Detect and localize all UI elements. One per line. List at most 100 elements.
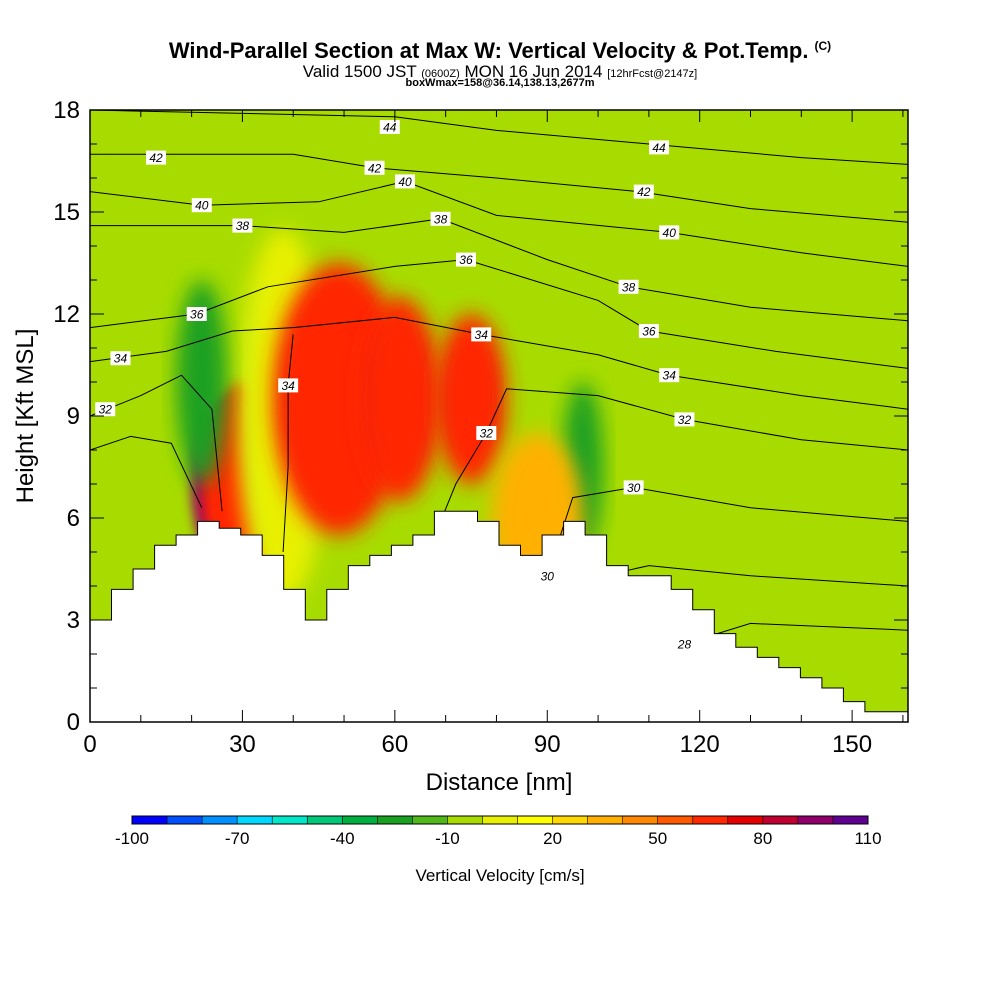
contour-label: 28 bbox=[674, 636, 695, 651]
contour-label-box bbox=[638, 324, 659, 338]
contour-label: 34 bbox=[659, 368, 680, 383]
contour-label-box bbox=[232, 218, 253, 233]
contour-label-text: 30 bbox=[541, 569, 555, 583]
contour-label-text: 34 bbox=[663, 369, 677, 383]
colorbar-swatch bbox=[342, 816, 378, 824]
contour-label-text: 42 bbox=[368, 161, 382, 175]
contour-label-text: 40 bbox=[663, 226, 677, 240]
contour-label: 34 bbox=[110, 351, 131, 366]
colorbar-swatch bbox=[587, 816, 624, 824]
y-tick-label: 9 bbox=[67, 403, 80, 430]
colorbar-tick-label: 50 bbox=[648, 829, 667, 848]
contour-label: 30 bbox=[537, 568, 558, 583]
theta-contour bbox=[90, 218, 908, 322]
colorbar-swatch bbox=[657, 816, 694, 824]
contour-label-box bbox=[633, 184, 654, 199]
colorbar-swatch bbox=[447, 816, 483, 824]
contour-label-box bbox=[455, 252, 476, 267]
x-tick-label: 120 bbox=[680, 731, 720, 758]
contour-label: 32 bbox=[674, 412, 695, 427]
colorbar-swatch bbox=[307, 816, 343, 824]
box-wmax-info: boxWmax=158@36.14,138.13,2677m bbox=[405, 77, 595, 89]
colorbar-swatch bbox=[762, 816, 799, 824]
contour-label-text: 32 bbox=[99, 403, 113, 417]
y-tick-label: 6 bbox=[67, 505, 80, 532]
contour-label-text: 42 bbox=[149, 151, 163, 165]
colorbar-tick-label: -100 bbox=[115, 829, 149, 848]
colorbar-tick-label: 80 bbox=[753, 829, 772, 848]
colorbar-swatch bbox=[797, 816, 834, 824]
contour-label-text: 38 bbox=[434, 212, 448, 226]
terrain-mask bbox=[90, 510, 908, 722]
colorbar-swatch bbox=[482, 816, 518, 824]
contour-label-box bbox=[430, 211, 451, 226]
contour-label: 36 bbox=[455, 252, 476, 267]
contour-label: 40 bbox=[191, 198, 212, 213]
velocity-cell bbox=[435, 314, 507, 484]
contour-label-box bbox=[379, 120, 400, 134]
y-tick-label: 18 bbox=[53, 97, 80, 124]
theta-contour bbox=[90, 316, 908, 410]
x-tick-label: 90 bbox=[534, 731, 561, 758]
colorbar-swatch bbox=[832, 816, 869, 824]
colorbar-swatch bbox=[517, 816, 553, 824]
contour-label-box bbox=[471, 327, 492, 342]
contour-label-box bbox=[674, 636, 695, 651]
colorbar: -100 -70 -40 -10 20 50 80 110 bbox=[115, 815, 882, 848]
contour-label-box bbox=[659, 225, 680, 240]
contour-label-text: 38 bbox=[622, 280, 636, 294]
contour-label-box bbox=[649, 140, 670, 155]
x-axis-label: Distance [nm] bbox=[426, 769, 573, 796]
contour-label-text: 34 bbox=[114, 352, 128, 366]
contour-label: 30 bbox=[623, 480, 644, 495]
colorbar-swatch bbox=[377, 816, 413, 824]
colorbar-swatch bbox=[412, 816, 448, 824]
x-tick-label: 150 bbox=[832, 731, 872, 758]
chart-title-text: Wind-Parallel Section at Max W: Vertical… bbox=[168, 38, 809, 63]
contour-label-text: 32 bbox=[678, 413, 692, 427]
contour-label-text: 34 bbox=[281, 379, 295, 393]
colorbar-swatch bbox=[202, 816, 238, 824]
contour-label-text: 36 bbox=[190, 308, 204, 322]
contour-label-box bbox=[395, 174, 416, 189]
contour-label-box bbox=[186, 307, 207, 321]
contour-label-box bbox=[618, 279, 639, 294]
contour-label-text: 28 bbox=[677, 637, 692, 651]
y-axis-label: Height [Kft MSL] bbox=[12, 329, 39, 504]
contour-label-text: 32 bbox=[480, 427, 494, 441]
colorbar-swatch bbox=[237, 816, 273, 824]
theta-contour bbox=[90, 153, 908, 223]
contour-label-box bbox=[476, 426, 497, 440]
colorbar-swatch bbox=[727, 816, 764, 824]
copyright-mark: (C) bbox=[814, 38, 832, 53]
terrain-profile bbox=[90, 510, 908, 722]
y-tick-label: 0 bbox=[67, 709, 80, 736]
contour-label-box bbox=[659, 368, 680, 383]
x-tick-label: 30 bbox=[229, 731, 256, 758]
contour-label-text: 44 bbox=[652, 141, 666, 155]
theta-contour bbox=[90, 374, 223, 512]
y-tick-label: 12 bbox=[53, 301, 80, 328]
contour-label: 38 bbox=[430, 211, 451, 226]
contour-label: 38 bbox=[232, 218, 253, 233]
contour-label: 36 bbox=[638, 324, 659, 339]
x-tick-label: 60 bbox=[381, 731, 408, 758]
contour-label: 42 bbox=[146, 150, 167, 165]
contour-label: 32 bbox=[476, 426, 497, 441]
colorbar-tick-label: 110 bbox=[854, 829, 881, 848]
contour-label-text: 38 bbox=[236, 219, 250, 233]
contour-label-box bbox=[110, 351, 131, 366]
valid-time-line: Valid 1500 JST (0600Z) MON 16 Jun 2014 [… bbox=[0, 62, 1000, 82]
contour-label: 42 bbox=[364, 160, 385, 175]
contour-label-box bbox=[191, 198, 212, 213]
contour-label-text: 40 bbox=[398, 175, 412, 189]
velocity-cell bbox=[359, 297, 441, 501]
forecast-info: [12hrFcst@2147z] bbox=[607, 68, 698, 80]
contour-label-box bbox=[278, 378, 299, 393]
contour-label-text: 30 bbox=[627, 481, 641, 495]
contour-label: 34 bbox=[278, 378, 299, 393]
contour-label-text: 34 bbox=[475, 328, 489, 342]
theta-contour bbox=[90, 180, 908, 267]
